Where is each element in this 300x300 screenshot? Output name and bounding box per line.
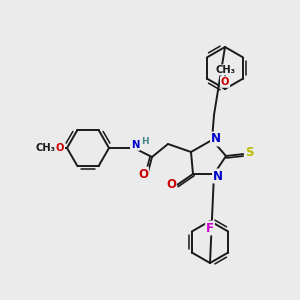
Text: CH₃: CH₃	[35, 143, 55, 153]
Text: S: S	[245, 146, 253, 160]
Text: H: H	[141, 136, 148, 146]
Text: CH₃: CH₃	[215, 65, 235, 75]
Text: O: O	[138, 167, 148, 181]
Text: N: N	[131, 140, 139, 150]
Text: O: O	[221, 77, 229, 87]
Text: O: O	[56, 143, 64, 153]
Text: F: F	[206, 221, 214, 235]
Text: N: N	[211, 133, 221, 146]
Text: N: N	[213, 169, 223, 182]
Text: O: O	[166, 178, 176, 191]
